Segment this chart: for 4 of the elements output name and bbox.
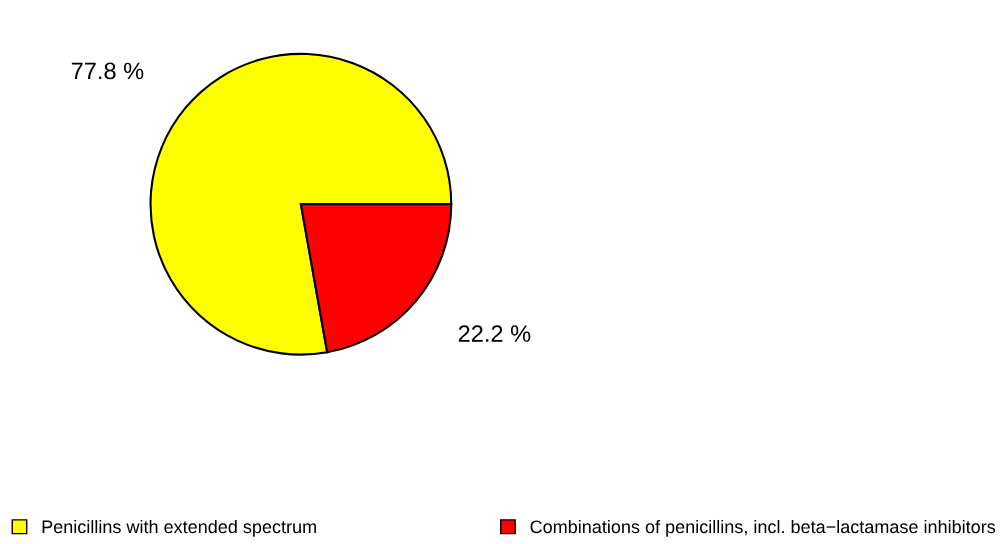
legend-label: Combinations of penicillins, incl. beta−lactamase inhibitors xyxy=(530,519,996,537)
data-label: 77.8 % xyxy=(71,62,144,80)
data-label: 22.2 % xyxy=(458,325,531,342)
legend-label: Penicillins with extended spectrum xyxy=(42,519,316,537)
